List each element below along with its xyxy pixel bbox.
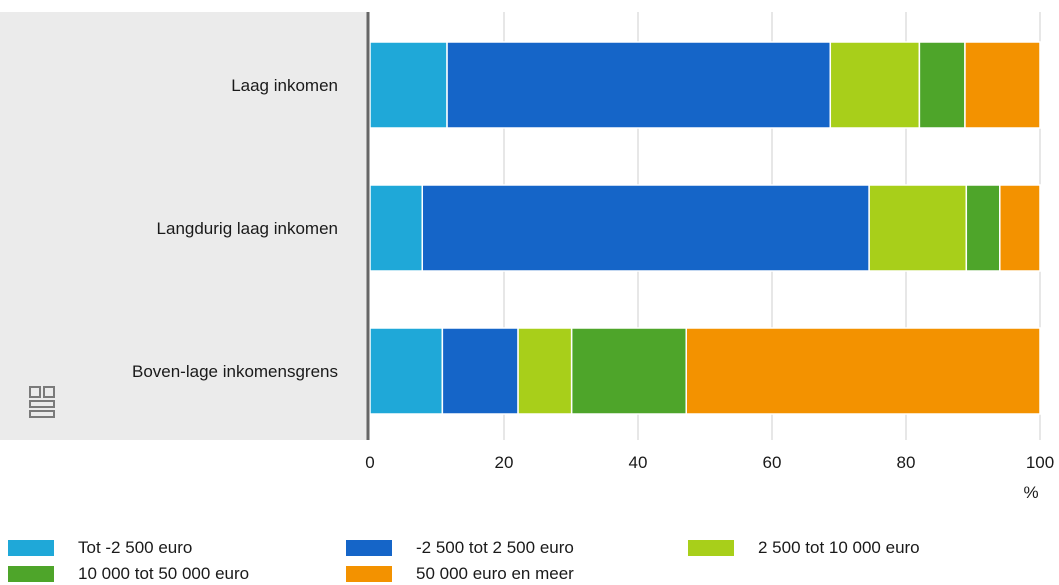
- bar-segment: [999, 184, 1041, 272]
- bar-segment: [918, 41, 966, 129]
- legend-item: 10 000 tot 50 000 euro: [8, 563, 249, 585]
- category-label: Langdurig laag inkomen: [157, 219, 338, 238]
- legend-label: 10 000 tot 50 000 euro: [78, 564, 250, 583]
- x-tick-label: 0: [365, 453, 374, 472]
- x-tick-label: 40: [629, 453, 648, 472]
- x-tick-label: 60: [763, 453, 782, 472]
- category-label: Boven-lage inkomensgrens: [132, 362, 338, 381]
- legend-item: 2 500 tot 10 000 euro: [688, 537, 920, 559]
- legend-label: 50 000 euro en meer: [416, 564, 574, 583]
- bar-segment: [446, 41, 832, 129]
- legend-swatch: [688, 540, 734, 556]
- legend-item: 50 000 euro en meer: [346, 563, 574, 585]
- bar-segment: [829, 41, 921, 129]
- legend-swatch: [8, 566, 54, 582]
- category-labels: Laag inkomen Langdurig laag inkomen Boven-…: [132, 76, 338, 381]
- x-tick-labels: 0 20 40 60 80 100: [365, 453, 1054, 472]
- bar-segment: [441, 327, 519, 415]
- category-label: Laag inkomen: [231, 76, 338, 95]
- bar-segment: [369, 184, 424, 272]
- bar-segment: [685, 327, 1041, 415]
- bar-segment: [421, 184, 870, 272]
- legend-swatch: [346, 566, 392, 582]
- bars: [369, 41, 1041, 415]
- x-tick-label: 100: [1026, 453, 1054, 472]
- bar-segment: [369, 41, 448, 129]
- legend-label: Tot -2 500 euro: [78, 538, 193, 557]
- bar-segment: [570, 327, 687, 415]
- category-panel-background: [0, 12, 368, 440]
- bar-segment: [868, 184, 968, 272]
- legend: Tot -2 500 euro -2 500 tot 2 500 euro 2 …: [0, 532, 1059, 583]
- plot-area: Laag inkomen Langdurig laag inkomen Boven-…: [0, 12, 1054, 502]
- bar-segment: [964, 41, 1041, 129]
- bar-segment: [369, 327, 444, 415]
- x-tick-label: 80: [897, 453, 916, 472]
- legend-label: 2 500 tot 10 000 euro: [758, 538, 920, 557]
- legend-item: -2 500 tot 2 500 euro: [346, 537, 574, 559]
- bar-segment: [517, 327, 573, 415]
- cbs-logo-icon: [29, 386, 55, 418]
- x-axis-label: %: [1023, 483, 1038, 502]
- legend-swatch: [346, 540, 392, 556]
- legend-swatch: [8, 540, 54, 556]
- legend-label: -2 500 tot 2 500 euro: [416, 538, 574, 557]
- bar-segment: [965, 184, 1001, 272]
- x-tick-label: 20: [495, 453, 514, 472]
- legend-item: Tot -2 500 euro: [8, 537, 192, 559]
